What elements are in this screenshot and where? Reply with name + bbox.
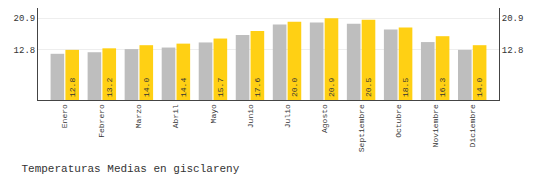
svg-text:Abril: Abril bbox=[172, 104, 181, 128]
svg-text:12.8: 12.8 bbox=[502, 46, 524, 56]
svg-text:Marzo: Marzo bbox=[134, 104, 143, 128]
svg-text:17.6: 17.6 bbox=[253, 78, 262, 97]
svg-text:12.8: 12.8 bbox=[14, 46, 36, 56]
svg-text:Febrero: Febrero bbox=[97, 104, 106, 138]
svg-text:Temperaturas Medias en gisclar: Temperaturas Medias en gisclareny bbox=[21, 163, 239, 174]
svg-text:13.2: 13.2 bbox=[105, 78, 114, 97]
svg-text:20.9: 20.9 bbox=[14, 14, 36, 24]
svg-text:Mayo: Mayo bbox=[209, 104, 218, 123]
svg-text:20.5: 20.5 bbox=[364, 78, 373, 97]
svg-text:14.0: 14.0 bbox=[475, 78, 484, 97]
svg-text:18.5: 18.5 bbox=[401, 78, 410, 97]
svg-text:16.3: 16.3 bbox=[438, 78, 447, 97]
svg-text:Octubre: Octubre bbox=[394, 104, 403, 138]
svg-text:Junio: Junio bbox=[246, 104, 255, 128]
svg-text:Julio: Julio bbox=[283, 104, 292, 128]
svg-text:Septiembre: Septiembre bbox=[357, 104, 366, 152]
svg-text:Noviembre: Noviembre bbox=[431, 104, 440, 147]
svg-text:15.7: 15.7 bbox=[216, 78, 225, 97]
svg-text:Diciembre: Diciembre bbox=[468, 104, 477, 147]
svg-text:Agosto: Agosto bbox=[320, 104, 329, 133]
svg-text:20.9: 20.9 bbox=[502, 14, 524, 24]
svg-text:20.0: 20.0 bbox=[290, 78, 299, 97]
svg-text:14.4: 14.4 bbox=[179, 78, 188, 97]
svg-text:14.0: 14.0 bbox=[142, 78, 151, 97]
svg-text:20.9: 20.9 bbox=[327, 78, 336, 97]
svg-text:12.8: 12.8 bbox=[68, 78, 77, 97]
svg-text:Enero: Enero bbox=[60, 104, 69, 128]
